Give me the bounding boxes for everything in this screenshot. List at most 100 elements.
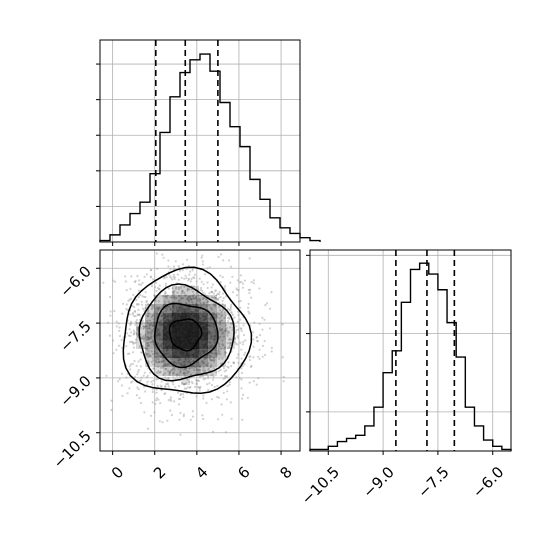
scatter-point	[195, 280, 198, 283]
scatter-point	[145, 352, 148, 355]
scatter-point	[136, 328, 139, 331]
density-cell	[154, 367, 163, 376]
scatter-point	[115, 320, 118, 323]
scatter-point	[146, 319, 149, 323]
scatter-point	[173, 297, 176, 300]
scatter-point	[237, 361, 240, 364]
scatter-point	[221, 343, 224, 346]
scatter-point	[228, 381, 232, 384]
scatter-point	[182, 372, 185, 375]
scatter-point	[230, 312, 233, 315]
scatter-point	[89, 351, 91, 353]
scatter-point	[281, 356, 284, 359]
scatter-point	[196, 372, 199, 375]
scatter-point	[222, 335, 226, 338]
scatter-point	[127, 334, 130, 337]
scatter-point	[257, 377, 260, 380]
scatter-point	[214, 305, 217, 308]
scatter-point	[258, 348, 261, 351]
scatter-point	[156, 355, 159, 358]
scatter-point	[186, 288, 189, 291]
scatter-point	[248, 288, 252, 291]
scatter-point	[118, 326, 121, 329]
scatter-point	[155, 306, 158, 310]
scatter-point	[109, 314, 112, 317]
scatter-point	[198, 298, 202, 301]
scatter-point	[196, 299, 199, 302]
scatter-point	[221, 299, 224, 302]
x-tick-label: 8	[276, 463, 295, 482]
scatter-point	[120, 384, 124, 387]
scatter-point	[211, 373, 214, 376]
scatter-point	[256, 340, 260, 343]
scatter-point	[187, 277, 191, 280]
scatter-point	[180, 292, 183, 295]
density-cell	[199, 349, 208, 358]
scatter-point	[213, 304, 216, 307]
scatter-point	[156, 357, 159, 360]
scatter-point	[158, 306, 161, 309]
scatter-point	[106, 321, 109, 324]
scatter-point	[240, 329, 243, 332]
scatter-point	[157, 371, 160, 374]
scatter-point	[215, 293, 218, 297]
scatter-point	[145, 299, 148, 302]
scatter-point	[189, 295, 192, 298]
scatter-point	[233, 316, 236, 319]
scatter-point	[177, 385, 181, 388]
scatter-point	[182, 413, 185, 416]
scatter-point	[182, 371, 185, 374]
scatter-point	[179, 286, 182, 289]
scatter-point	[153, 311, 156, 314]
scatter-point	[156, 312, 159, 315]
scatter-point	[220, 327, 223, 330]
scatter-point	[124, 275, 127, 278]
scatter-point	[188, 273, 191, 276]
density-cell	[163, 295, 172, 304]
scatter-point	[221, 339, 224, 342]
scatter-point	[219, 253, 223, 256]
scatter-point	[135, 331, 138, 335]
scatter-point	[161, 360, 164, 363]
scatter-point	[207, 377, 210, 380]
scatter-point	[220, 403, 223, 406]
scatter-point	[130, 322, 133, 325]
scatter-point	[157, 360, 160, 363]
scatter-point	[237, 313, 240, 317]
scatter-point	[218, 306, 221, 309]
scatter-point	[164, 392, 167, 395]
scatter-point	[136, 333, 139, 336]
scatter-point	[200, 280, 203, 283]
scatter-point	[196, 368, 199, 371]
scatter-point	[205, 401, 208, 404]
scatter-point	[236, 288, 239, 291]
joint-scatter-panel: 0 2 4 6 8 −6.0 −7.5 −9.0 −10.5	[50, 249, 301, 483]
scatter-point	[161, 365, 164, 368]
scatter-point	[147, 344, 150, 347]
scatter-point	[224, 285, 227, 288]
density-cell	[217, 358, 226, 367]
scatter-point	[152, 306, 155, 310]
scatter-point	[128, 387, 131, 390]
scatter-point	[247, 306, 250, 309]
density-cell	[145, 313, 154, 322]
scatter-point	[198, 368, 201, 372]
scatter-point	[212, 303, 215, 306]
scatter-point	[189, 270, 192, 273]
scatter-point	[226, 385, 229, 388]
scatter-point	[139, 379, 142, 382]
scatter-point	[152, 359, 155, 362]
scatter-point	[252, 279, 255, 282]
scatter-point	[177, 288, 180, 291]
scatter-point	[122, 302, 125, 305]
scatter-point	[221, 308, 224, 312]
scatter-point	[110, 408, 113, 412]
scatter-point	[184, 294, 187, 297]
scatter-point	[229, 322, 233, 325]
scatter-point	[156, 384, 159, 387]
scatter-point	[126, 392, 129, 395]
scatter-point	[165, 295, 168, 298]
scatter-point	[204, 293, 207, 296]
scatter-point	[144, 296, 147, 299]
scatter-point	[237, 353, 240, 356]
